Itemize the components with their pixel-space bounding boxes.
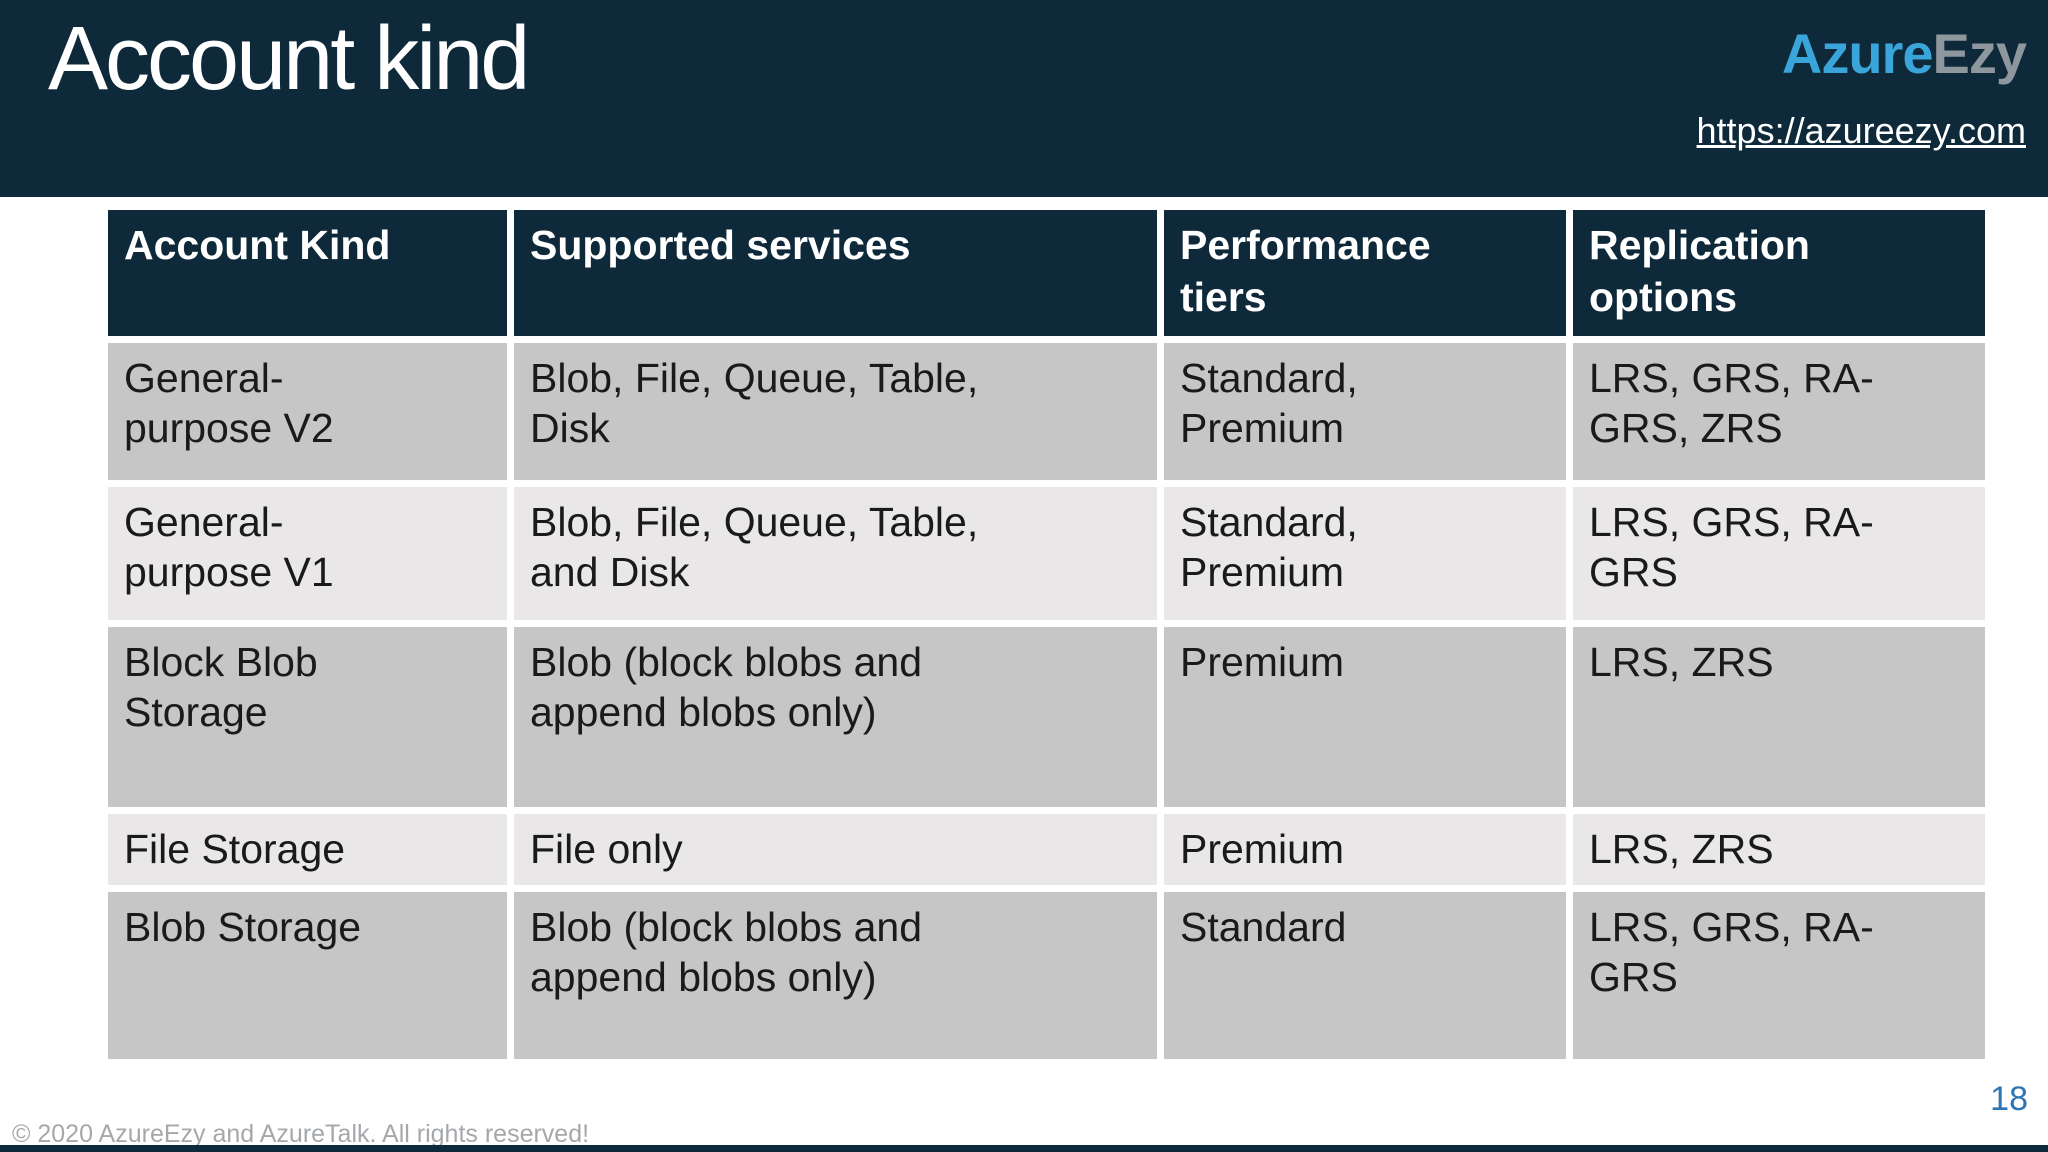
table-cell: LRS, ZRS [1566, 620, 1992, 814]
table-cell: Blob Storage [101, 885, 514, 1066]
header-cell-supported-services: Supported services [507, 203, 1164, 343]
table-cell: LRS, GRS, RA- GRS, ZRS [1566, 336, 1992, 487]
table-cell: Blob, File, Queue, Table, Disk [507, 336, 1164, 487]
table-cell: Blob (block blobs and append blobs only) [507, 620, 1164, 814]
table-cell: File Storage [101, 807, 514, 892]
account-kind-table: Account Kind Supported services Performa… [101, 203, 1992, 1066]
table-cell: Premium [1157, 807, 1573, 892]
table-cell: Standard [1157, 885, 1573, 1066]
logo-ezy-text: Ezy [1932, 22, 2027, 85]
table-cell: LRS, GRS, RA- GRS [1566, 885, 1992, 1066]
table-cell: General- purpose V2 [101, 336, 514, 487]
table-row: Blob Storage Blob (block blobs and appen… [101, 885, 1992, 1066]
table-cell: File only [507, 807, 1164, 892]
table-cell: Standard, Premium [1157, 480, 1573, 627]
page-title: Account kind [48, 9, 530, 109]
brand-block: AzureEzy https://azureezy.com [1696, 26, 2027, 152]
table-cell: Block Blob Storage [101, 620, 514, 814]
table-cell: LRS, GRS, RA- GRS [1566, 480, 1992, 627]
table-cell: LRS, ZRS [1566, 807, 1992, 892]
page-number: 18 [1990, 1080, 2028, 1118]
table-row: Block Blob Storage Blob (block blobs and… [101, 620, 1992, 814]
table-cell: Standard, Premium [1157, 336, 1573, 487]
copyright-text: © 2020 AzureEzy and AzureTalk. All right… [12, 1120, 590, 1148]
table-cell: Blob (block blobs and append blobs only) [507, 885, 1164, 1066]
website-link[interactable]: https://azureezy.com [1696, 110, 2026, 151]
table-cell: General- purpose V1 [101, 480, 514, 627]
header-cell-account-kind: Account Kind [101, 203, 514, 343]
table-row: General- purpose V2 Blob, File, Queue, T… [101, 336, 1992, 487]
table-cell: Blob, File, Queue, Table, and Disk [507, 480, 1164, 627]
table-header-row: Account Kind Supported services Performa… [101, 203, 1992, 343]
table-row: File Storage File only Premium LRS, ZRS [101, 807, 1992, 892]
table-row: General- purpose V1 Blob, File, Queue, T… [101, 480, 1992, 627]
title-band: Account kind AzureEzy https://azureezy.c… [0, 0, 2048, 197]
table-cell: Premium [1157, 620, 1573, 814]
azureezy-logo: AzureEzy [1697, 26, 2027, 82]
header-cell-replication-options: Replication options [1566, 203, 1992, 343]
bottom-accent-bar [0, 1145, 2048, 1152]
logo-azure-text: Azure [1781, 22, 1934, 85]
header-cell-performance-tiers: Performance tiers [1157, 203, 1573, 343]
